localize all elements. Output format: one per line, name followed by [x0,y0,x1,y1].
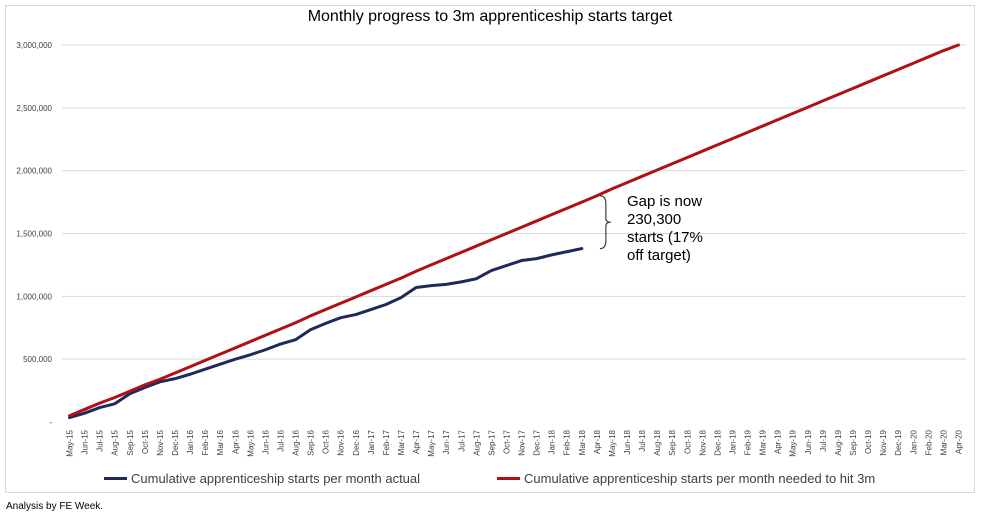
x-tick-label: Jul-18 [638,429,647,451]
x-tick-label: Apr-16 [231,429,240,454]
x-tick-label: Dec-18 [713,429,722,455]
x-tick-label: Jan-19 [728,429,737,454]
y-axis-ticks: - 500,000 1,000,000 1,500,000 2,000,000 2,500… [16,41,52,427]
x-tick-label: Sep-17 [487,429,496,455]
x-tick-label: Dec-15 [171,429,180,455]
x-tick-label: May-19 [789,429,798,456]
x-tick-label: Apr-19 [774,429,783,454]
series-line-needed [68,43,960,418]
x-tick-label: Oct-17 [502,429,511,454]
chart-frame [5,5,975,493]
y-tick-label: 2,500,000 [16,104,52,113]
y-tick-label: - [49,418,52,427]
x-tick-label: Feb-18 [563,429,572,455]
x-tick-label: Jul-16 [276,429,285,451]
x-tick-label: Aug-15 [111,429,120,455]
x-tick-label: Jun-19 [804,429,813,454]
gap-brace [599,195,611,250]
x-tick-label: Oct-19 [864,429,873,454]
x-tick-label: Aug-18 [653,429,662,455]
x-tick-label: Mar-18 [578,429,587,455]
x-tick-label: Aug-17 [472,429,481,455]
legend-label-actual: Cumulative apprenticeship starts per mon… [131,471,421,486]
x-tick-label: Nov-16 [337,429,346,455]
x-tick-label: Jun-16 [261,429,270,454]
y-tick-label: 1,500,000 [16,230,52,239]
x-tick-label: Oct-18 [683,429,692,454]
y-tick-label: 1,000,000 [16,292,52,301]
x-tick-label: Jan-17 [367,429,376,454]
legend-swatch-needed [497,477,520,480]
gap-annotation: Gap is now 230,300 starts (17% off targe… [627,193,703,264]
x-tick-label: May-18 [608,429,617,456]
x-tick-label: Jan-18 [548,429,557,454]
x-tick-label: Oct-15 [141,429,150,454]
x-tick-label: Mar-20 [939,429,948,455]
x-tick-label: Dec-16 [352,429,361,455]
x-tick-label: Apr-17 [412,429,421,454]
x-tick-label: Nov-15 [156,429,165,455]
x-tick-label: Oct-16 [322,429,331,454]
x-tick-label: Feb-19 [744,429,753,455]
x-tick-label: Nov-19 [879,429,888,455]
chart-title: Monthly progress to 3m apprenticeship st… [307,8,673,25]
x-tick-label: Jul-17 [457,429,466,451]
x-tick-label: Jun-18 [623,429,632,454]
y-tick-label: 2,000,000 [16,167,52,176]
x-tick-label: Mar-16 [216,429,225,455]
x-tick-label: Sep-15 [126,429,135,455]
x-tick-label: Sep-16 [307,429,316,455]
x-tick-label: Jul-15 [96,429,105,451]
x-tick-label: Feb-20 [924,429,933,455]
x-tick-label: May-15 [66,429,75,456]
x-tick-label: Aug-16 [292,429,301,455]
x-tick-label: Jan-16 [186,429,195,454]
y-tick-label: 500,000 [23,355,52,364]
x-tick-label: Jan-20 [909,429,918,454]
x-tick-label: Nov-18 [698,429,707,455]
x-tick-label: Feb-16 [201,429,210,455]
x-tick-label: Sep-19 [849,429,858,455]
x-tick-label: Feb-17 [382,429,391,455]
x-tick-label: Dec-19 [894,429,903,455]
x-tick-label: Jun-17 [442,429,451,454]
y-tick-label: 3,000,000 [16,41,52,50]
x-tick-label: May-17 [427,429,436,456]
x-tick-label: May-16 [246,429,255,456]
x-tick-label: Apr-18 [593,429,602,454]
series-line-actual [68,247,584,420]
source-note: Analysis by FE Week. [6,501,104,512]
line-chart: - 500,000 1,000,000 1,500,000 2,000,000 2,500… [16,41,966,457]
x-tick-label: Apr-20 [954,429,963,454]
x-axis-ticks: May-15 Jun-15 Jul-15 Aug-15 Sep-15 Oct-15 Nov-… [66,429,964,456]
x-tick-label: Aug-19 [834,429,843,455]
x-tick-label: Jul-19 [819,429,828,451]
x-tick-label: Mar-17 [397,429,406,455]
x-tick-label: Nov-17 [518,429,527,455]
legend-item-needed: Cumulative apprenticeship starts per mon… [497,471,875,486]
legend-item-actual: Cumulative apprenticeship starts per mon… [104,471,420,486]
x-tick-label: Mar-19 [759,429,768,455]
legend-swatch-actual [104,477,127,480]
x-tick-label: Sep-18 [668,429,677,455]
series-lines [68,43,960,420]
x-tick-label: Dec-17 [533,429,542,455]
legend-label-needed: Cumulative apprenticeship starts per mon… [524,471,876,486]
gap-brace-path [599,195,611,250]
x-tick-label: Jun-15 [81,429,90,454]
gridlines [62,44,966,360]
